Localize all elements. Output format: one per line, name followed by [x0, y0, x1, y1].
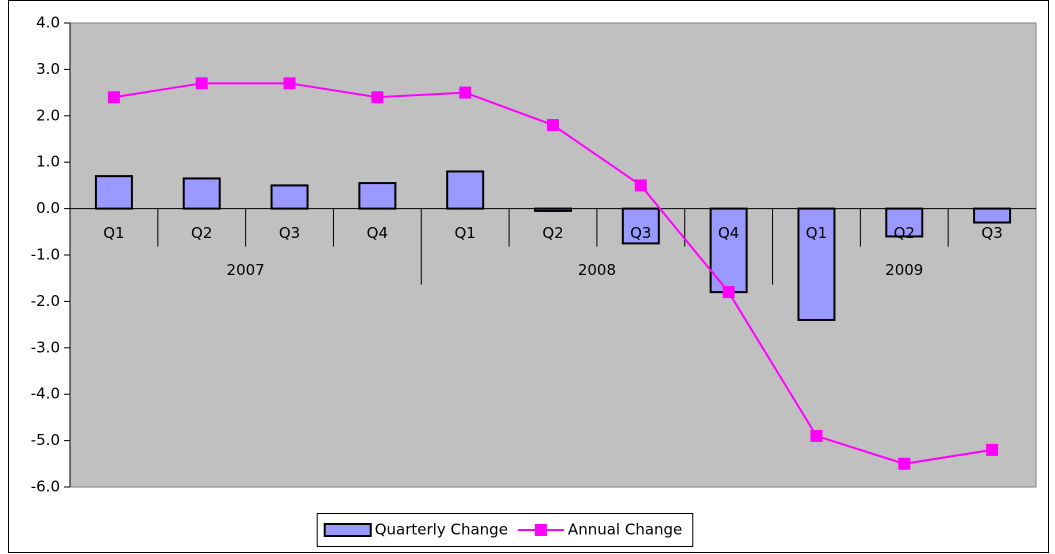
y-tick-label: -4.0	[31, 385, 60, 403]
marker	[898, 457, 911, 470]
y-tick-label: 0.0	[36, 199, 60, 217]
marker	[107, 91, 120, 104]
x-tick-label: Q2	[542, 224, 563, 242]
y-tick-label: 4.0	[36, 14, 60, 32]
legend: Quarterly Change Annual Change	[316, 513, 694, 547]
plot-area	[69, 22, 1037, 488]
y-tick-label: 2.0	[36, 106, 60, 124]
marker	[547, 119, 559, 132]
legend-swatch	[323, 523, 372, 537]
bar	[709, 207, 748, 294]
bar	[94, 175, 133, 210]
x-tick-label: Q2	[191, 224, 212, 242]
bar	[358, 182, 397, 210]
marker	[722, 286, 735, 299]
marker	[634, 179, 647, 192]
group-label: 2009	[885, 261, 923, 279]
marker	[195, 77, 208, 90]
marker	[459, 86, 472, 99]
y-tick-label: -6.0	[31, 478, 60, 496]
x-tick-label: Q2	[894, 224, 915, 242]
x-tick-label: Q1	[455, 224, 476, 242]
x-tick-label: Q1	[806, 224, 827, 242]
x-tick-label: Q3	[279, 224, 300, 242]
marker	[283, 77, 296, 90]
group-label: 2008	[578, 261, 616, 279]
x-tick-label: Q3	[630, 224, 651, 242]
marker	[371, 91, 384, 104]
legend-marker	[534, 524, 547, 536]
x-tick-label: Q4	[367, 224, 388, 242]
y-tick-label: -3.0	[31, 338, 60, 356]
y-tick-label: -2.0	[31, 292, 60, 310]
bar	[182, 177, 221, 210]
y-tick-label: 1.0	[36, 153, 60, 171]
x-tick-label: Q1	[103, 224, 124, 242]
marker	[986, 443, 999, 456]
legend-label: Quarterly Change	[375, 521, 508, 539]
legend-box	[316, 513, 694, 547]
x-tick-label: Q3	[981, 224, 1002, 242]
y-tick-label: 3.0	[36, 60, 60, 78]
marker	[810, 429, 823, 442]
bar	[446, 170, 485, 210]
group-label: 2007	[227, 261, 265, 279]
legend-label: Annual Change	[568, 521, 682, 539]
bar	[270, 184, 309, 210]
y-tick-label: -5.0	[31, 431, 60, 449]
x-tick-label: Q4	[718, 224, 739, 242]
y-tick-label: -1.0	[31, 246, 60, 264]
bar	[973, 207, 1012, 224]
